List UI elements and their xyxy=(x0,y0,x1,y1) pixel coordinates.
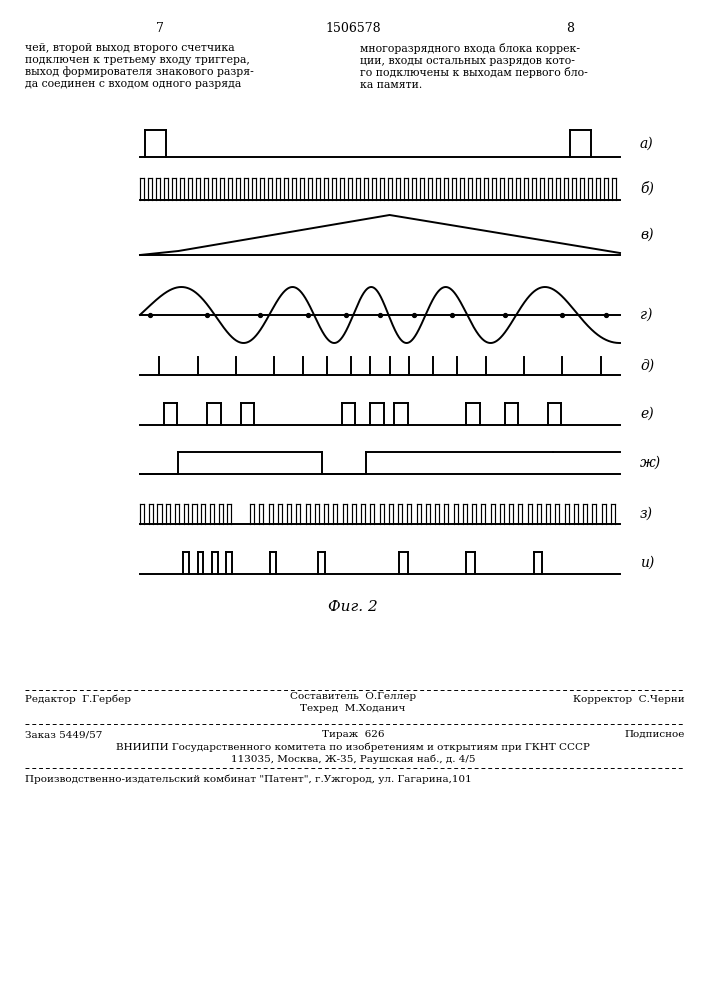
Text: чей, второй выход второго счетчика
подключен к третьему входу триггера,
выход фо: чей, второй выход второго счетчика подкл… xyxy=(25,43,254,89)
Text: Фиг. 2: Фиг. 2 xyxy=(328,600,378,614)
Text: и): и) xyxy=(640,556,654,570)
Text: д): д) xyxy=(640,359,654,373)
Text: 1506578: 1506578 xyxy=(325,22,381,35)
Text: ж): ж) xyxy=(640,456,661,470)
Text: Корректор  С.Черни: Корректор С.Черни xyxy=(573,695,685,704)
Text: Тираж  626: Тираж 626 xyxy=(322,730,384,739)
Text: з): з) xyxy=(640,507,653,521)
Text: Производственно-издательский комбинат "Патент", г.Ужгород, ул. Гагарина,101: Производственно-издательский комбинат "П… xyxy=(25,774,472,784)
Text: Техред  М.Ходанич: Техред М.Ходанич xyxy=(300,704,406,713)
Text: 7: 7 xyxy=(156,22,164,35)
Text: многоразрядного входа блока коррек-
ции, входы остальных разрядов кото-
го подкл: многоразрядного входа блока коррек- ции,… xyxy=(360,43,588,90)
Text: Подписное: Подписное xyxy=(624,730,685,739)
Text: в): в) xyxy=(640,228,653,242)
Text: а): а) xyxy=(640,136,654,150)
Text: Составитель  О.Геллер: Составитель О.Геллер xyxy=(290,692,416,701)
Text: г): г) xyxy=(640,308,653,322)
Text: ВНИИПИ Государственного комитета по изобретениям и открытиям при ГКНТ СССР: ВНИИПИ Государственного комитета по изоб… xyxy=(116,742,590,752)
Text: 113035, Москва, Ж-35, Раушская наб., д. 4/5: 113035, Москва, Ж-35, Раушская наб., д. … xyxy=(230,754,475,764)
Text: 8: 8 xyxy=(566,22,574,35)
Text: Редактор  Г.Гербер: Редактор Г.Гербер xyxy=(25,695,131,704)
Text: б): б) xyxy=(640,182,654,196)
Text: Заказ 5449/57: Заказ 5449/57 xyxy=(25,730,103,739)
Text: е): е) xyxy=(640,407,654,421)
